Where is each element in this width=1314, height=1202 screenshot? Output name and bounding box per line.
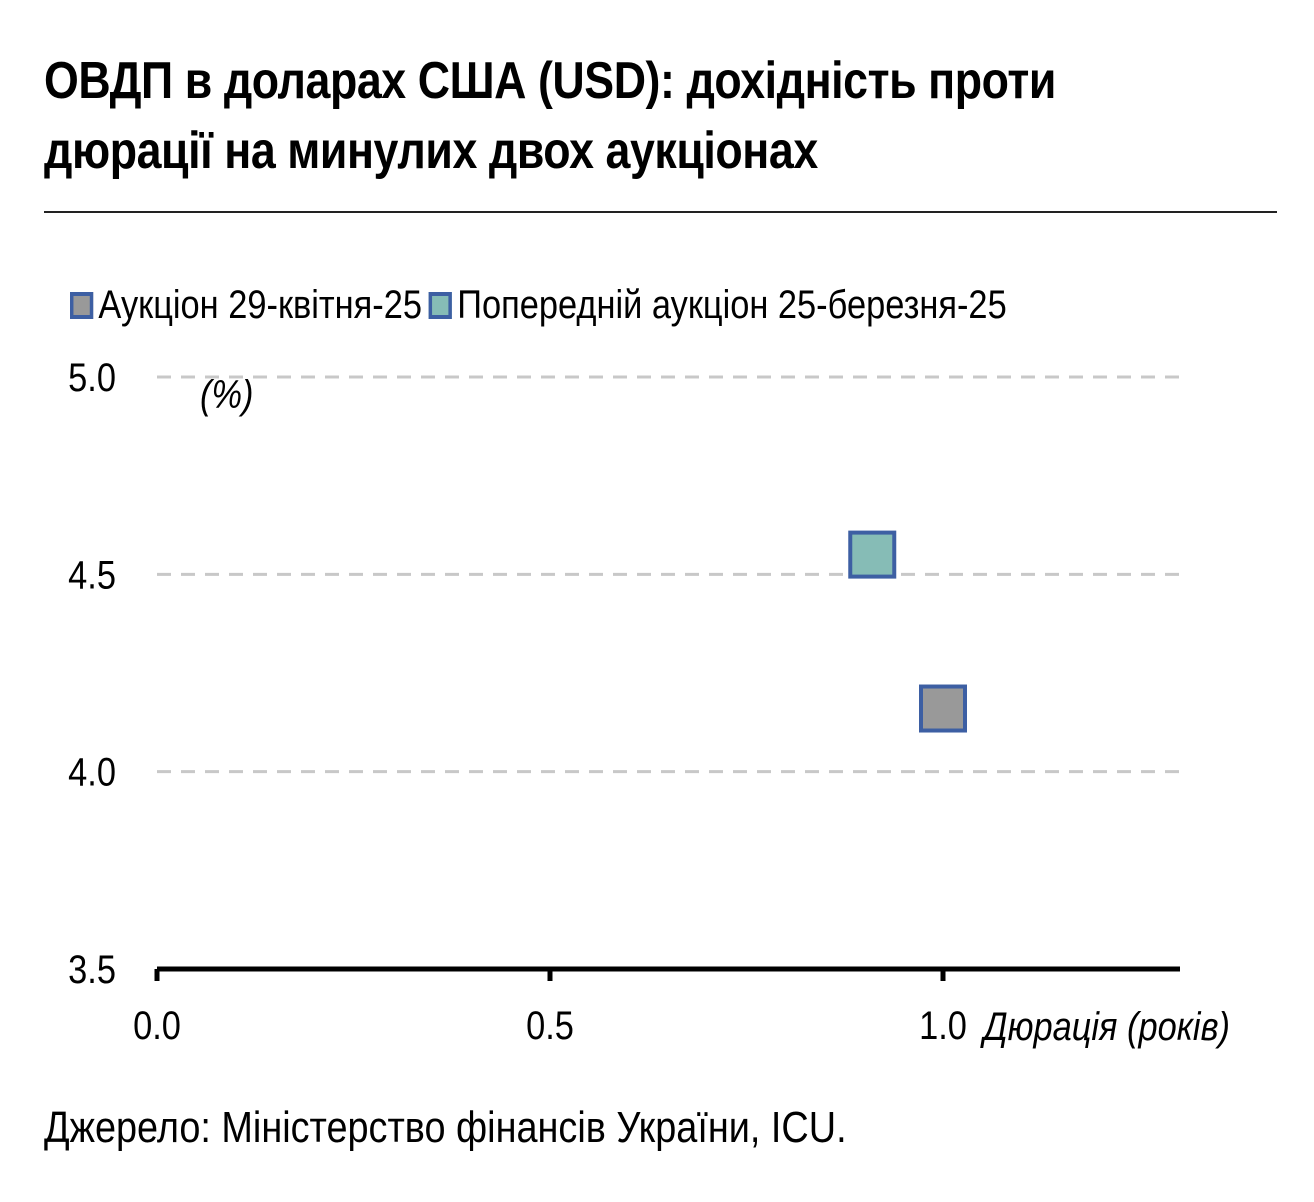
legend-label-previous-auction: Попередній аукціон 25-березня-25 xyxy=(457,283,1007,327)
x-tick-label: 1.0 xyxy=(919,1003,967,1048)
title-divider xyxy=(44,211,1277,213)
y-axis-title: (%) xyxy=(200,372,253,417)
y-tick-label: 5.0 xyxy=(68,355,116,400)
chart-title: ОВДП в доларах США (USD): дохідність про… xyxy=(44,52,1056,180)
y-tick-label: 3.5 xyxy=(68,947,116,992)
legend-label-current-auction: Аукціон 29-квітня-25 xyxy=(98,283,423,327)
legend-swatch-teal xyxy=(428,291,453,319)
y-tick-label: 4.5 xyxy=(68,552,116,597)
data-point-previous-auction xyxy=(848,530,897,579)
x-axis-title: Дюрація (років) xyxy=(980,1004,1230,1049)
chart-legend: Аукціон 29-квітня-25 Попередній аукціон … xyxy=(70,280,1014,330)
legend-item-previous-auction: Попередній аукціон 25-березня-25 xyxy=(428,280,1007,330)
source-note: Джерело: Міністерство фінансів України, … xyxy=(44,1103,847,1152)
legend-item-current-auction: Аукціон 29-квітня-25 xyxy=(70,280,422,330)
x-tick-label: 0.0 xyxy=(133,1003,181,1048)
x-tick-label: 0.5 xyxy=(526,1003,574,1048)
y-tick-label: 4.0 xyxy=(68,749,116,794)
legend-swatch-grey xyxy=(70,291,94,319)
data-point-current-auction xyxy=(919,684,967,733)
